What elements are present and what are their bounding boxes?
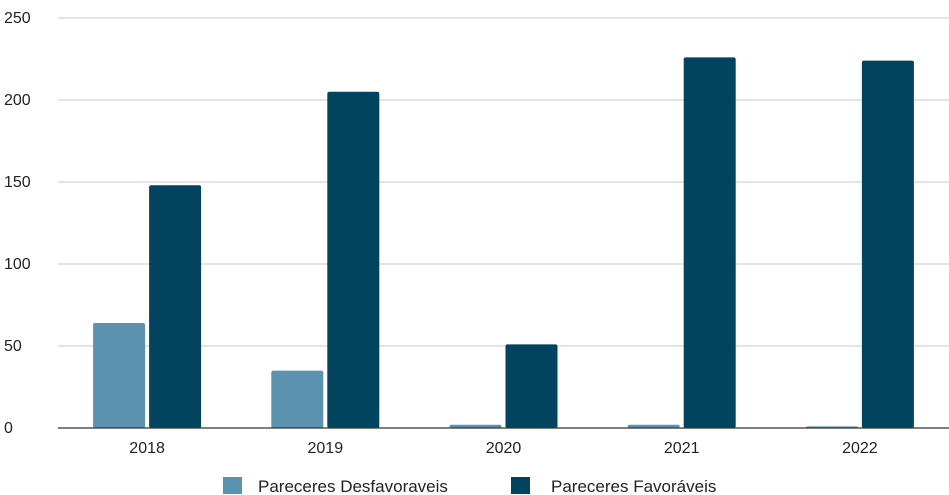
x-tick-label: 2021: [664, 440, 700, 457]
bar-desfavoraveis-2019: [271, 370, 324, 428]
bar-favoraveis-2018: [149, 185, 202, 428]
y-tick-label: 200: [4, 92, 31, 109]
x-tick-label: 2020: [486, 440, 522, 457]
bars: [93, 57, 914, 429]
legend-label-favoraveis: Pareceres Favoráveis: [551, 477, 716, 495]
legend-swatch-favoraveis: [511, 477, 530, 494]
y-tick-label: 0: [4, 420, 13, 437]
x-tick-label: 2022: [842, 440, 878, 457]
x-tick-label: 2018: [129, 440, 165, 457]
bar-favoraveis-2020: [505, 344, 558, 428]
y-tick-label: 100: [4, 256, 31, 273]
y-tick-label: 250: [4, 10, 31, 27]
legend-swatch-desfavoraveis: [223, 477, 242, 494]
x-tick-label: 2019: [308, 440, 344, 457]
bar-desfavoraveis-2018: [93, 323, 146, 428]
bar-desfavoraveis-2020: [449, 424, 502, 428]
gridlines: [58, 17, 949, 347]
y-tick-label: 50: [4, 338, 22, 355]
bar-favoraveis-2021: [683, 57, 736, 429]
y-tick-label: 150: [4, 174, 31, 191]
bar-favoraveis-2019: [327, 91, 380, 429]
y-axis-ticks: 0 50 100 150 200 250: [4, 10, 31, 437]
legend-label-desfavoraveis: Pareceres Desfavoraveis: [258, 477, 448, 495]
bar-desfavoraveis-2021: [627, 424, 680, 428]
x-axis-ticks: 2018 2019 2020 2021 2022: [129, 440, 877, 457]
bar-favoraveis-2022: [861, 60, 914, 428]
legend: Pareceres Desfavoraveis Pareceres Favorá…: [223, 477, 716, 495]
